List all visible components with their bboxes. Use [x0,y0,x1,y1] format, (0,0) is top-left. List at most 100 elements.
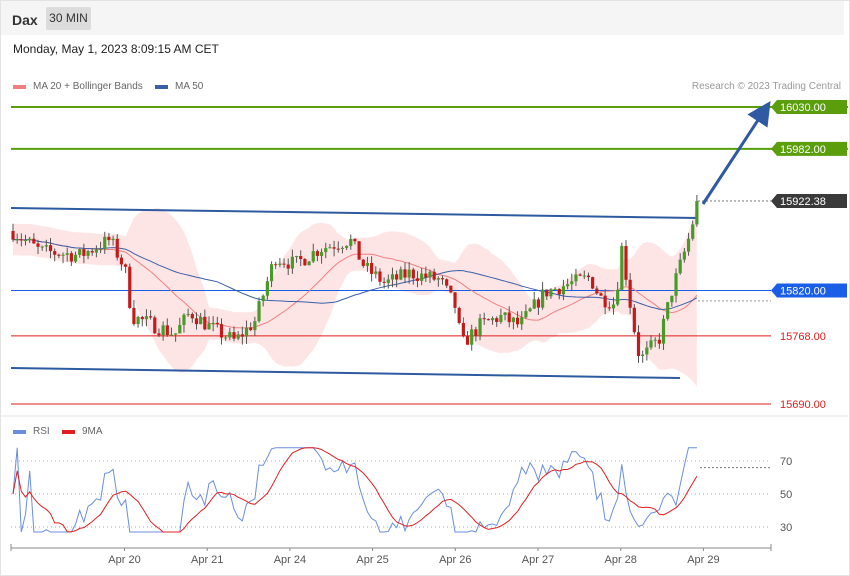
candle [340,246,345,254]
candle [682,248,686,263]
candle [453,292,457,314]
candle [128,263,132,310]
candle [61,252,65,264]
candle [532,291,536,309]
candle [261,294,265,307]
candle [123,263,128,274]
candle [324,242,328,259]
candle [415,271,420,288]
rsi-tick-label: 50 [780,489,792,501]
candle [165,318,169,337]
candle [336,241,340,253]
candle [253,316,257,337]
candle [144,309,149,327]
candle [624,240,628,286]
candle [611,297,616,315]
candle [319,248,324,264]
candle [474,326,478,342]
candle [495,316,499,327]
candle [511,316,515,330]
candle [536,297,541,315]
ma20-swatch [13,84,26,89]
timeframe-button[interactable]: 30 MIN [46,7,91,30]
x-tick-label: Apr 29 [687,554,719,566]
ma50-label: MA 50 [175,81,204,92]
x-tick-label: Apr 28 [604,554,636,566]
candle [269,261,274,288]
candle [524,304,528,319]
candle [632,304,636,335]
candle [528,307,532,313]
candle [90,248,94,256]
ma50-line [12,238,698,310]
legend-rsi: RSI [13,426,50,437]
price-tag-support: 15690.00 [780,399,826,411]
candle [224,335,228,341]
candle [307,260,311,266]
rsi-ma-line [12,447,698,533]
candle [215,316,219,328]
channel-lower-line [10,367,681,379]
candle [628,273,632,315]
candle [207,316,211,330]
rsi-label: RSI [33,426,50,437]
candle [403,262,407,284]
candle [149,310,153,320]
candle [424,266,428,282]
target-arrow [701,100,771,205]
candle [582,270,586,280]
candle [390,267,395,288]
rsi-tick-label: 30 [780,522,792,534]
candle [649,334,653,350]
x-tick-label: Apr 27 [522,554,554,566]
price-level-lines [11,106,848,405]
candle [82,243,86,264]
candle [586,272,591,282]
candle [482,312,486,325]
candle [399,266,403,281]
candle [470,324,474,351]
x-tick-label: Apr 25 [356,554,388,566]
candle [591,276,595,290]
candle [653,337,657,348]
candle [219,318,224,345]
candle [657,333,661,349]
candle [440,275,445,285]
candle [386,274,390,289]
candle [574,268,578,287]
candle [153,315,157,334]
candle [678,253,682,275]
candle [503,312,507,321]
candle [11,223,15,242]
svg-text:15690.00: 15690.00 [780,399,826,411]
price-tag-last-price: 15922.38 [771,194,847,209]
ma20-line [12,238,698,329]
bollinger-fill [13,203,697,387]
price-tag-resistance: 16030.00 [771,100,847,114]
x-axis: Apr 20 Apr 21 Apr 24 Apr 25 Apr 26 Apr 27 Apr … [10,544,772,566]
candle [515,311,520,328]
candle [199,312,203,325]
candle [15,233,19,244]
moving-averages [12,238,698,329]
candle [86,249,90,260]
candle [211,316,215,332]
candle [370,256,374,282]
candle [686,232,691,256]
rsi-line [12,447,697,533]
candle [265,276,269,300]
candle [299,250,303,267]
svg-text:16030.00: 16030.00 [780,102,826,114]
candle [490,316,495,325]
candle [236,331,240,341]
candle [73,251,78,264]
legend-ma50: MA 50 [155,81,203,92]
candle [57,253,61,259]
trend-channel [10,207,699,379]
candle [278,257,282,268]
candle [203,309,207,331]
rsi-tick-label: 70 [780,456,792,468]
candle [599,292,603,297]
candle [157,328,161,338]
candle [53,248,57,262]
